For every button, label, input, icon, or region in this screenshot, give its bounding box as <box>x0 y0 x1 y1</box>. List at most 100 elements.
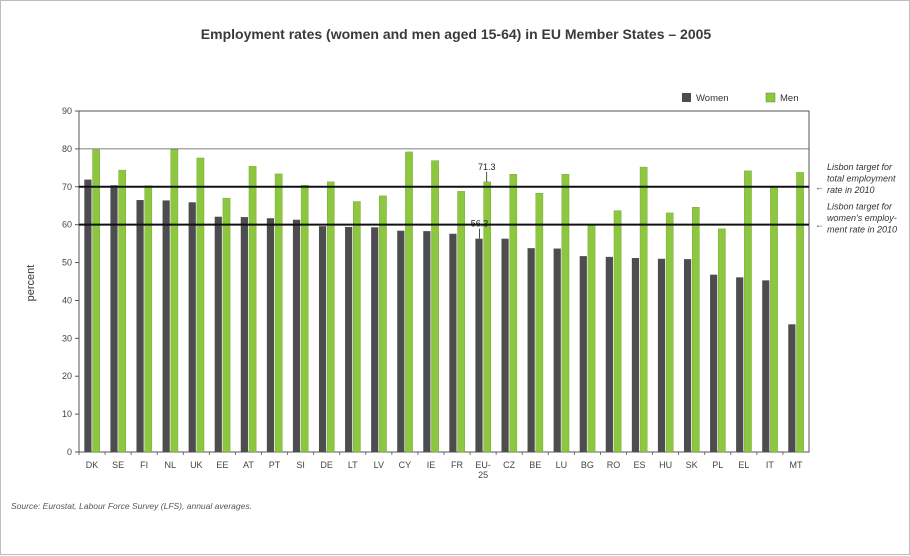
x-category-label: FI <box>140 460 148 470</box>
bar-men <box>274 173 283 453</box>
y-tick-label: 10 <box>62 409 72 419</box>
bar-women <box>397 230 405 452</box>
bar-men <box>170 149 179 453</box>
x-category-label: NL <box>164 460 176 470</box>
bar-women <box>631 258 640 452</box>
bar-men <box>457 191 465 453</box>
bar-men <box>353 201 361 453</box>
x-category-label: DE <box>320 460 333 470</box>
legend-swatch-men <box>765 92 776 103</box>
x-category-label: MT <box>789 460 802 470</box>
x-category-label: CZ <box>503 460 515 470</box>
x-category-label: 25 <box>478 470 488 480</box>
bar-women <box>579 256 587 452</box>
reference-arrow: ← <box>815 182 824 192</box>
x-category-label: HU <box>659 460 672 470</box>
bar-women <box>84 179 92 452</box>
x-category-label: PT <box>269 460 281 470</box>
x-category-label: SK <box>686 460 698 470</box>
bar-men <box>248 166 257 453</box>
bar-men <box>535 193 544 453</box>
x-category-label: EU- <box>475 460 491 470</box>
x-category-label: SI <box>296 460 305 470</box>
bar-men <box>92 149 100 453</box>
x-category-label: UK <box>190 460 203 470</box>
bar-men <box>483 181 492 453</box>
bar-men <box>587 224 596 453</box>
bar-women <box>371 227 379 452</box>
reference-note: rate in 2010 <box>827 185 875 195</box>
bar-women <box>292 219 301 452</box>
x-category-label: CY <box>399 460 412 470</box>
y-tick-label: 30 <box>62 333 72 343</box>
y-axis: 0 10 20 30 40 50 60 70 80 90 <box>62 106 79 457</box>
bar-men <box>431 160 439 453</box>
chart-title: Employment rates (women and men aged 15-… <box>201 26 712 42</box>
bar-men <box>665 212 674 453</box>
bar-men <box>770 186 778 453</box>
y-tick-label: 50 <box>62 258 72 268</box>
y-tick-label: 40 <box>62 295 72 305</box>
bar-men <box>144 185 153 453</box>
x-category-label: PL <box>712 460 723 470</box>
y-tick-label: 70 <box>62 182 72 192</box>
bar-women <box>162 200 170 452</box>
annotation-label: 71.3 <box>478 162 496 172</box>
bar-men <box>405 151 413 453</box>
bar-men <box>718 228 726 453</box>
x-category-label: EE <box>216 460 228 470</box>
x-category-label: AT <box>243 460 254 470</box>
bar-women <box>188 202 196 452</box>
y-tick-label: 20 <box>62 371 72 381</box>
annotation-label: 56.3 <box>471 219 489 229</box>
reference-note: women's employ- <box>827 213 897 223</box>
bar-women <box>110 185 118 453</box>
bar-women <box>736 277 744 452</box>
bar-women <box>318 226 327 452</box>
bar-men <box>509 174 518 453</box>
x-axis: DK SE FI NL UK EE AT PT SI DE LT LV CY IE FR EU-25 CZ BE L… <box>78 452 803 480</box>
bar-men <box>613 210 622 453</box>
legend-label-women: Women <box>696 93 729 104</box>
bar-women <box>449 233 457 452</box>
reference-note: ment rate in 2010 <box>827 225 897 235</box>
reference-note: Lisbon target for <box>827 162 893 172</box>
bar-men <box>300 185 309 453</box>
y-tick-label: 90 <box>62 106 72 116</box>
bar-women <box>475 238 483 452</box>
y-tick-label: 0 <box>67 447 72 457</box>
bar-men <box>744 170 752 453</box>
x-category-label: BG <box>581 460 594 470</box>
legend-label-men: Men <box>780 93 798 104</box>
reference-note: total employment <box>827 173 896 183</box>
bar-men <box>222 197 231 453</box>
y-tick-label: 60 <box>62 220 72 230</box>
bar-men <box>561 174 570 453</box>
bar-men <box>196 157 205 453</box>
bar-men <box>796 172 804 453</box>
x-category-label: IT <box>766 460 775 470</box>
bar-men <box>379 195 387 453</box>
bar-women <box>553 248 561 452</box>
x-category-label: IE <box>427 460 436 470</box>
x-category-label: SE <box>112 460 124 470</box>
bar-men <box>691 207 700 453</box>
y-tick-label: 80 <box>62 144 72 154</box>
bar-women <box>423 231 431 452</box>
x-category-label: LU <box>556 460 568 470</box>
bar-women <box>240 217 248 452</box>
x-category-label: ES <box>634 460 646 470</box>
bar-men <box>118 169 127 453</box>
bar-women <box>788 324 796 452</box>
x-category-label: LT <box>348 460 358 470</box>
bar-women <box>605 256 613 452</box>
bar-women <box>266 218 275 452</box>
bar-women <box>527 248 535 452</box>
bar-women <box>345 226 353 452</box>
x-category-label: FR <box>451 460 463 470</box>
x-category-label: RO <box>607 460 621 470</box>
y-axis-label: percent <box>25 265 37 302</box>
bar-women <box>214 216 222 452</box>
